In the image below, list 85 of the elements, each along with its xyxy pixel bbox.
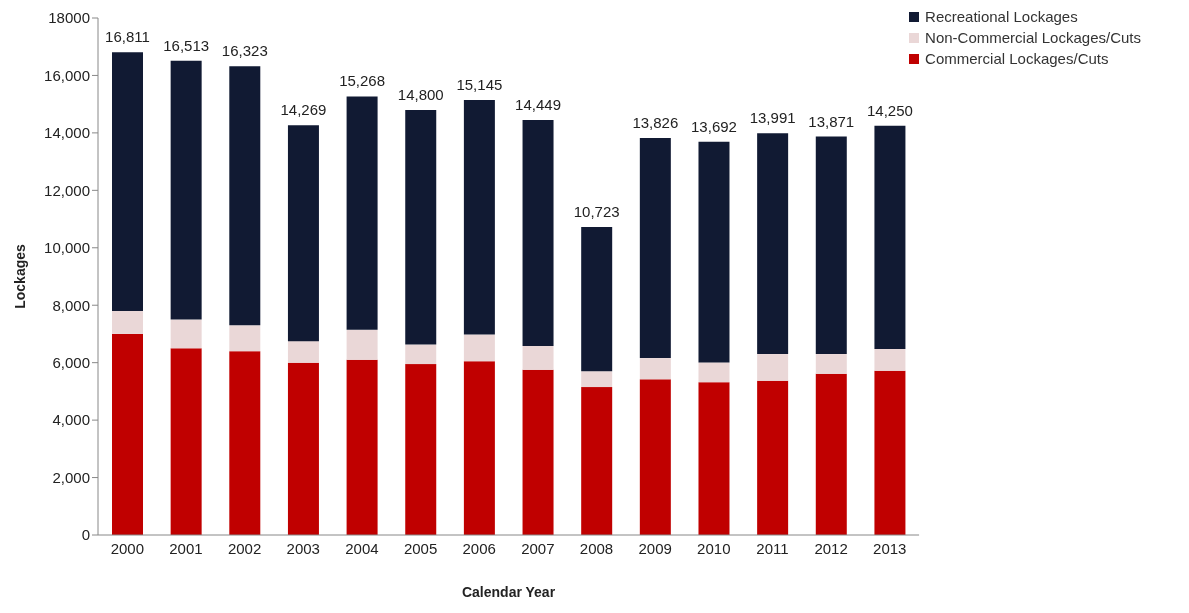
- bar: [346, 96, 378, 330]
- bar: [698, 382, 730, 535]
- bar: [463, 334, 495, 362]
- total-label: 16,811: [105, 28, 150, 46]
- x-tick-label: 2004: [345, 539, 379, 557]
- bar: [112, 310, 143, 334]
- x-tick-label: 2012: [814, 539, 848, 557]
- x-tick-label: 2006: [462, 539, 496, 557]
- bar: [463, 361, 495, 535]
- bar: [463, 100, 495, 335]
- total-label: 14,449: [515, 95, 561, 113]
- x-tick-label: 2000: [110, 539, 145, 557]
- bar: [112, 333, 143, 535]
- x-tick-label: 2010: [697, 539, 731, 557]
- legend-label: Commercial Lockages/Cuts: [925, 50, 1109, 67]
- bar: [698, 141, 730, 363]
- bar: [405, 109, 437, 345]
- y-axis-title: Lockages: [11, 244, 28, 309]
- x-axis-title: Calendar Year: [461, 584, 556, 600]
- bar: [346, 329, 378, 360]
- x-tick-label: 2009: [638, 539, 672, 557]
- bar: [229, 66, 261, 326]
- bar: [346, 359, 378, 535]
- total-label: 14,250: [866, 101, 913, 119]
- total-label: 15,268: [339, 72, 386, 90]
- bar: [581, 387, 613, 535]
- total-label: 16,323: [221, 42, 268, 60]
- bar: [757, 133, 789, 355]
- y-tick-label: 8,000: [52, 296, 90, 314]
- bar: [287, 341, 319, 363]
- bar: [170, 60, 202, 320]
- x-tick-label: 2005: [403, 539, 438, 557]
- bar: [757, 380, 789, 535]
- total-label: 14,800: [397, 85, 444, 103]
- bar: [581, 371, 613, 388]
- y-tick-label: 12,000: [44, 181, 90, 199]
- bar: [287, 362, 319, 535]
- bar: [170, 348, 202, 535]
- bar: [639, 358, 671, 380]
- x-tick-label: 2002: [227, 539, 262, 557]
- x-tick-label: 2011: [756, 539, 789, 557]
- x-tick-label: 2001: [169, 539, 203, 557]
- bar: [757, 354, 789, 381]
- bar: [229, 351, 261, 535]
- total-label: 16,513: [163, 36, 210, 54]
- bar: [874, 370, 906, 535]
- x-tick-label: 2013: [873, 539, 907, 557]
- legend-label: Recreational Lockages: [925, 8, 1078, 25]
- total-label: 13,871: [808, 112, 855, 130]
- bar: [405, 344, 437, 365]
- bar: [522, 119, 554, 347]
- bar: [815, 354, 847, 374]
- total-label: 10,723: [573, 203, 620, 221]
- legend-label: Non-Commercial Lockages/Cuts: [925, 29, 1141, 46]
- total-label: 15,145: [456, 76, 503, 93]
- y-tick-label: 14,000: [44, 124, 90, 142]
- bar: [874, 125, 906, 349]
- bar: [815, 136, 847, 355]
- bar: [229, 325, 261, 352]
- y-tick-label: 16,000: [44, 66, 90, 84]
- total-label: 13,692: [691, 117, 737, 135]
- bar: [581, 227, 613, 372]
- bar: [874, 348, 906, 371]
- bar: [405, 364, 437, 535]
- total-label: 14,269: [280, 101, 327, 119]
- bar: [698, 362, 730, 383]
- y-tick-label: 2,000: [52, 468, 90, 486]
- x-tick-label: 2007: [521, 539, 555, 557]
- total-label: 13,991: [749, 109, 796, 127]
- y-tick-label: 6,000: [52, 353, 90, 371]
- total-label: 13,826: [632, 113, 679, 131]
- bar: [112, 52, 143, 311]
- y-tick-label: 4,000: [52, 411, 90, 429]
- bar: [287, 125, 319, 342]
- y-tick-label: 18000: [48, 9, 90, 27]
- y-tick-label: 0: [81, 526, 90, 544]
- bar: [639, 379, 671, 535]
- bar: [639, 137, 671, 359]
- bar: [815, 373, 847, 535]
- x-tick-label: 2008: [579, 539, 614, 557]
- bar: [522, 346, 554, 370]
- x-tick-label: 2003: [286, 539, 320, 557]
- y-tick-label: 10,000: [44, 239, 90, 257]
- bar: [170, 319, 202, 349]
- bar: [522, 369, 554, 535]
